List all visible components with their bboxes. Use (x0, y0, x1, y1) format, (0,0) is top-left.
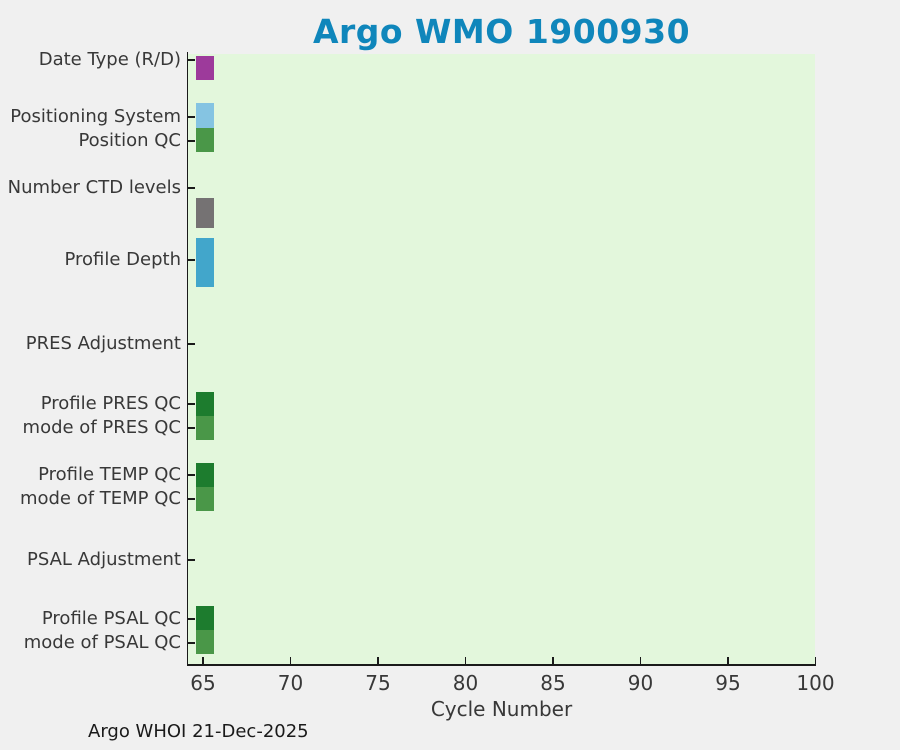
y-tick-mark (188, 116, 195, 118)
y-tick-label: mode of PRES QC (22, 417, 181, 438)
status-bar (196, 56, 214, 80)
status-bar (196, 463, 214, 487)
x-tick-label: 75 (365, 671, 391, 695)
x-tick-mark (727, 657, 729, 664)
y-tick-mark (188, 427, 195, 429)
status-bar (196, 238, 214, 287)
y-tick-mark (188, 187, 195, 189)
status-bar (196, 416, 214, 440)
y-tick-label: mode of PSAL QC (23, 632, 181, 653)
x-tick-mark (289, 657, 292, 664)
y-tick-mark (188, 474, 195, 476)
status-bar (196, 392, 214, 416)
status-bar (196, 487, 214, 511)
x-tick-mark (202, 657, 204, 664)
y-tick-mark (188, 140, 195, 142)
x-tick-label: 65 (190, 671, 216, 695)
x-tick-label: 85 (540, 671, 566, 695)
x-axis-title: Cycle Number (430, 697, 573, 721)
x-axis-line (186, 664, 816, 666)
chart-title: Argo WMO 1900930 (312, 12, 691, 51)
status-bar (196, 630, 214, 654)
y-tick-label: Number CTD levels (7, 177, 181, 198)
footer-credit: Argo WHOI 21-Dec-2025 (88, 721, 309, 742)
y-tick-label: PRES Adjustment (25, 333, 181, 354)
plot-area (188, 54, 815, 664)
status-bar (196, 103, 214, 128)
x-tick-label: 90 (627, 671, 654, 695)
y-tick-mark (188, 343, 195, 345)
x-tick-mark (814, 657, 817, 664)
status-bar (196, 198, 214, 228)
y-tick-label: PSAL Adjustment (26, 549, 181, 570)
y-tick-label: Profile PSAL QC (41, 608, 181, 629)
x-tick-mark (464, 657, 467, 664)
status-bar (196, 128, 214, 152)
y-tick-label: Positioning System (10, 106, 181, 127)
y-axis-line (186, 52, 188, 665)
y-tick-mark (188, 403, 195, 405)
y-tick-label: Profile TEMP QC (38, 464, 181, 485)
y-tick-mark (188, 498, 195, 500)
y-tick-mark (188, 559, 195, 561)
x-tick-label: 100 (796, 671, 835, 695)
x-tick-mark (639, 657, 642, 664)
status-bar (196, 606, 214, 630)
y-tick-label: mode of TEMP QC (19, 488, 181, 509)
y-tick-mark (188, 642, 195, 644)
x-tick-mark (552, 657, 554, 664)
y-tick-label: Date Type (R/D) (38, 49, 181, 70)
x-tick-label: 95 (715, 671, 741, 695)
y-tick-mark (188, 59, 195, 61)
y-tick-label: Profile PRES QC (40, 393, 181, 414)
y-tick-mark (188, 259, 195, 261)
y-tick-label: Profile Depth (64, 249, 181, 270)
y-tick-label: Position QC (78, 130, 181, 151)
x-tick-label: 80 (452, 671, 479, 695)
x-tick-mark (377, 657, 379, 664)
x-tick-label: 70 (277, 671, 304, 695)
y-tick-mark (188, 618, 195, 620)
